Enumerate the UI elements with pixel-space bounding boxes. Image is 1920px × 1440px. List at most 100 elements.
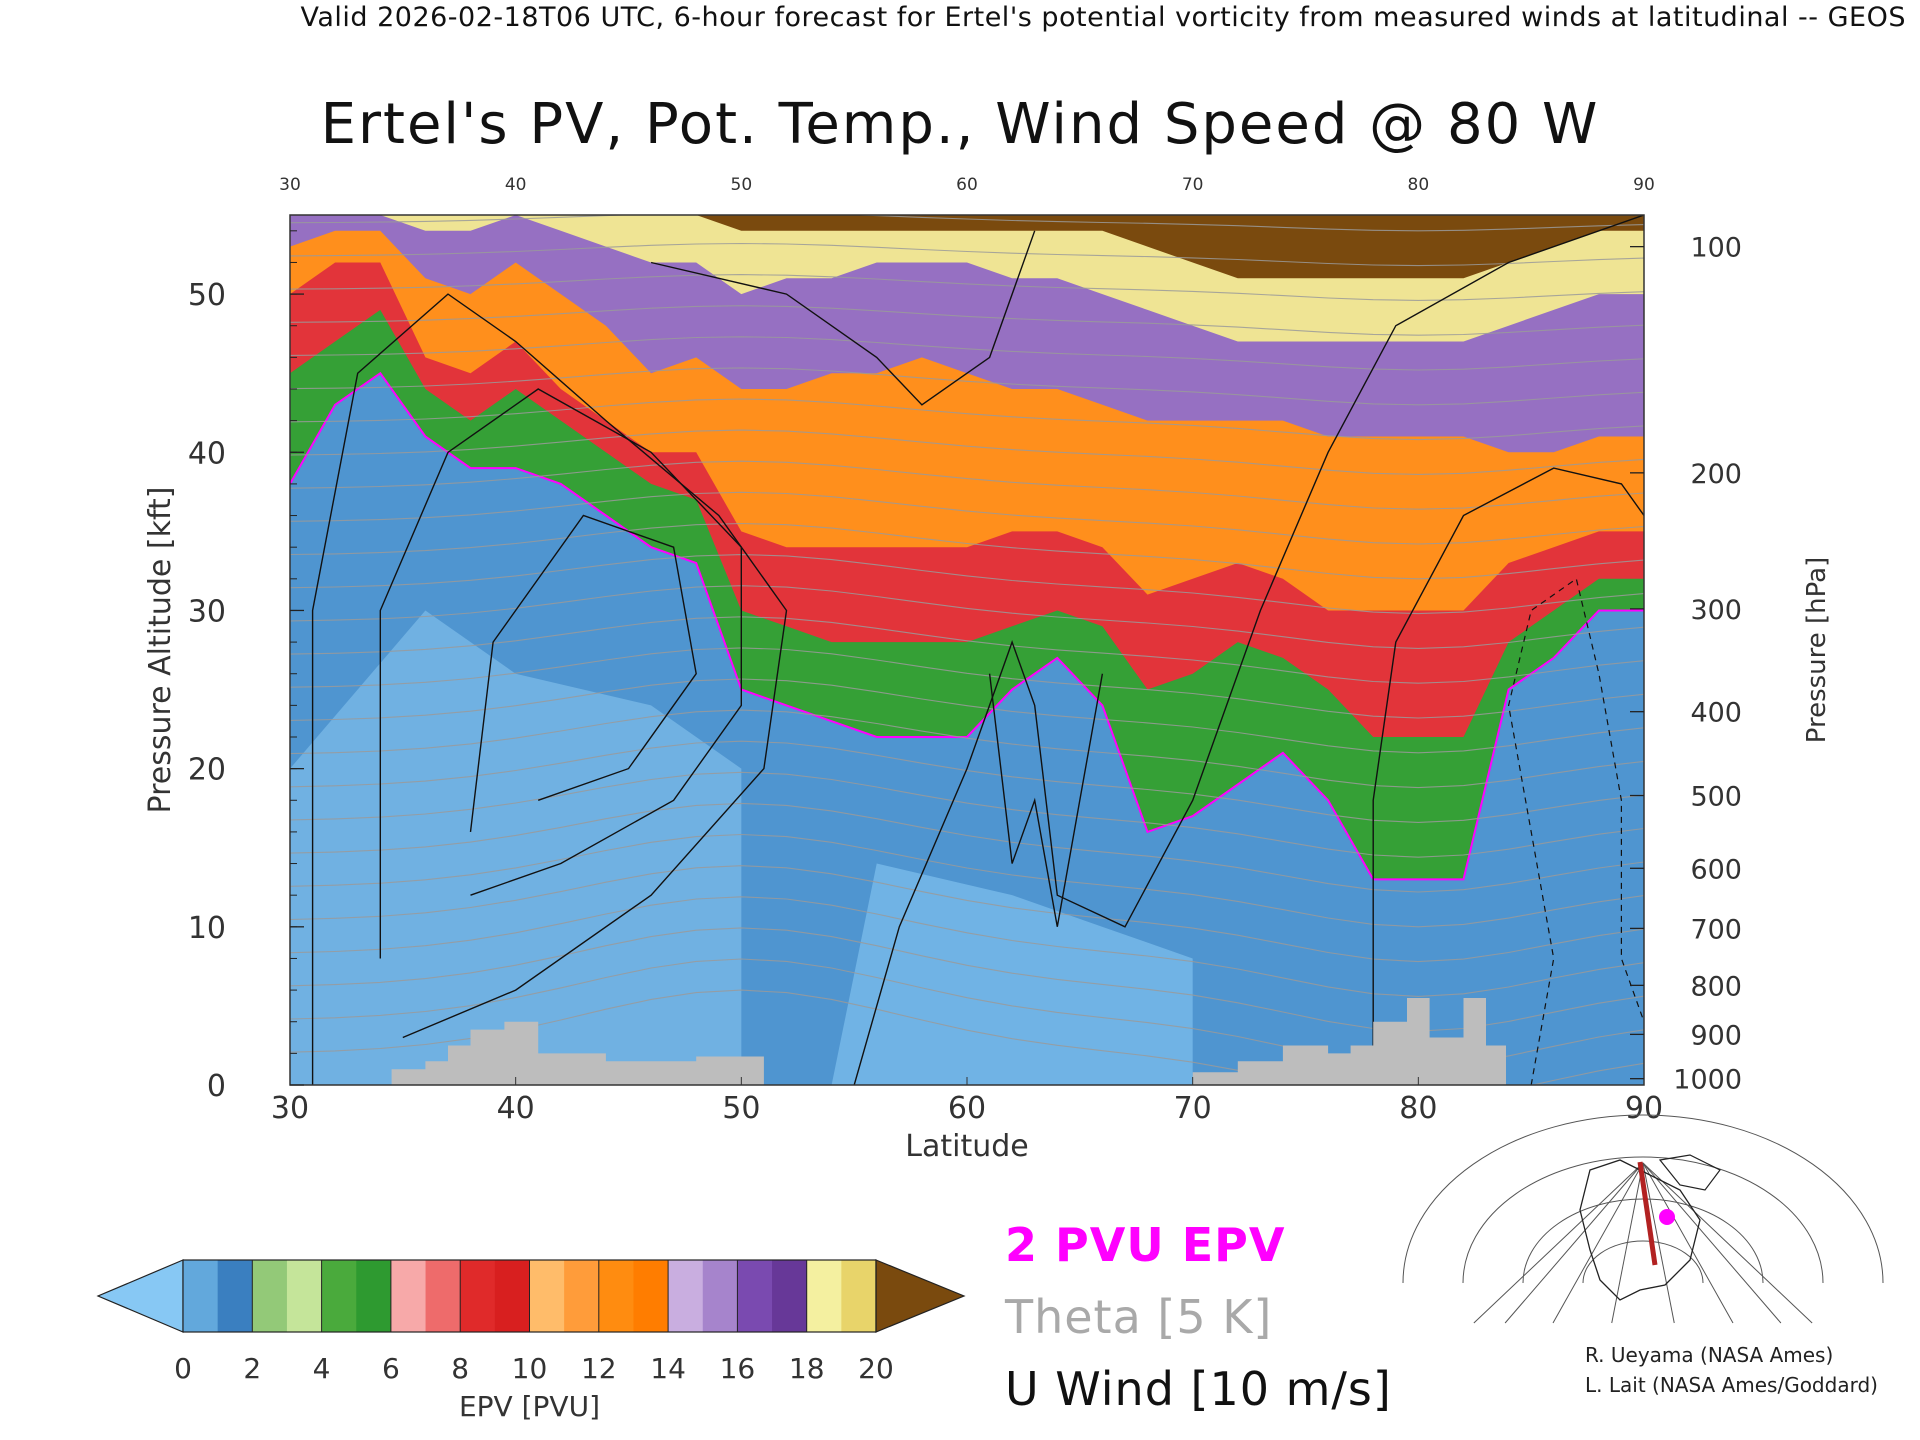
colorbar-segment <box>286 1260 323 1332</box>
epv-low-region <box>290 610 742 1085</box>
map-meridian <box>1642 1162 1813 1324</box>
colorbar-segment <box>252 1260 288 1332</box>
colorbar-segment <box>806 1260 842 1332</box>
x-tick-label: 50 <box>722 1091 760 1126</box>
map-meridian <box>1504 1162 1644 1324</box>
map-coastline <box>1579 1159 1701 1301</box>
legend-theta: Theta [5 K] <box>1005 1290 1273 1344</box>
theta-contour <box>290 678 1644 754</box>
theta-contour <box>290 647 1644 719</box>
pressure-tick-label: 700 <box>1690 914 1742 945</box>
theta-contour <box>290 398 1644 441</box>
pv2-contour <box>290 371 1644 881</box>
colorbar-tick-label: 12 <box>581 1352 617 1385</box>
colorbar-segment <box>633 1260 669 1332</box>
map-coastline <box>1658 1154 1721 1191</box>
u-wind-contour <box>853 215 1644 1085</box>
x-tick-label: 60 <box>948 1091 986 1126</box>
pressure-tick-label: 800 <box>1690 971 1742 1002</box>
terrain <box>391 998 1507 1085</box>
pressure-tick-label: 300 <box>1690 595 1742 626</box>
theta-contour <box>290 802 1644 893</box>
epv-field <box>290 215 1644 1085</box>
pressure-tick-label: 500 <box>1690 782 1742 813</box>
theta-contour <box>290 460 1644 510</box>
contour-overlays <box>290 215 1644 1085</box>
map-latitude-circle <box>1462 1156 1824 1284</box>
y-tick-label: 0 <box>207 1069 226 1104</box>
map-meridian <box>1642 1162 1782 1324</box>
pressure-tick-label: 400 <box>1690 698 1742 729</box>
colorbar-segment <box>668 1260 704 1332</box>
x-axis-label: Latitude <box>905 1129 1028 1164</box>
pressure-tick-label: 100 <box>1690 233 1742 264</box>
colorbar-segment <box>737 1260 773 1332</box>
u-wind-negative-contour <box>1507 577 1644 1085</box>
theta-contour <box>290 865 1644 963</box>
top-x-tick-label: 70 <box>1182 175 1204 195</box>
credits: R. Ueyama (NASA Ames) L. Lait (NASA Ames… <box>1585 1340 1878 1400</box>
colorbar-tick-label: 14 <box>650 1352 686 1385</box>
colorbar-segment <box>356 1260 392 1332</box>
u-wind-contour <box>650 230 1036 406</box>
theta-contour <box>290 491 1644 545</box>
chart-title: Ertel's PV, Pot. Temp., Wind Speed @ 80 … <box>320 92 1600 157</box>
u-wind-contour <box>1372 467 1644 1085</box>
colorbar-label: EPV [PVU] <box>459 1390 600 1423</box>
colorbar-tick-label: 16 <box>720 1352 756 1385</box>
theta-contour <box>290 522 1644 580</box>
theta-contour <box>290 709 1644 789</box>
x-tick-label: 90 <box>1625 1091 1663 1126</box>
header-validity-text: Valid 2026-02-18T06 UTC, 6-hour forecast… <box>300 2 1906 33</box>
x-tick-label: 70 <box>1174 1091 1212 1126</box>
theta-contour <box>290 367 1644 406</box>
theta-contour <box>290 429 1644 475</box>
u-wind-contour <box>311 293 788 1085</box>
theta-contour <box>290 896 1644 997</box>
y-tick-label: 50 <box>188 278 226 313</box>
top-x-tick-label: 50 <box>731 175 753 195</box>
colorbar-tick-label: 2 <box>243 1352 261 1385</box>
colorbar-tick-label: 0 <box>174 1352 192 1385</box>
pressure-tick-label: 600 <box>1690 854 1742 885</box>
credit-line: R. Ueyama (NASA Ames) <box>1585 1343 1834 1367</box>
colorbar-tick-label: 6 <box>382 1352 400 1385</box>
pressure-tick-label: 200 <box>1690 459 1742 490</box>
u-wind-contour <box>469 514 697 832</box>
x-tick-label: 30 <box>271 1091 309 1126</box>
colorbar-segment <box>494 1260 530 1332</box>
y-axis-label-left: Pressure Altitude [kft] <box>143 487 178 814</box>
colorbar-segment <box>598 1260 634 1332</box>
colorbar-over-arrow <box>875 1259 966 1333</box>
y-tick-label: 20 <box>188 753 226 788</box>
pressure-tick-label: 1000 <box>1673 1065 1742 1096</box>
colorbar-tick-label: 10 <box>512 1352 548 1385</box>
u-wind-contour <box>379 388 742 959</box>
location-map <box>1402 1114 1884 1324</box>
theta-contour <box>290 554 1644 615</box>
colorbar-segment <box>425 1260 461 1332</box>
colorbar-segment <box>217 1260 253 1332</box>
map-meridian <box>1642 1162 1734 1324</box>
colorbar-segment <box>529 1260 565 1332</box>
map-meridian <box>1552 1162 1644 1324</box>
colorbar-segment <box>183 1260 219 1332</box>
theta-contour <box>290 305 1644 336</box>
top-x-tick-label: 60 <box>956 175 978 195</box>
colorbar-segment <box>702 1260 738 1332</box>
theta-contour <box>290 833 1644 928</box>
colorbar-segment <box>390 1260 427 1332</box>
theta-contour <box>290 242 1644 267</box>
theta-contour <box>290 740 1644 823</box>
theta-contour <box>290 616 1644 684</box>
top-x-tick-label: 80 <box>1408 175 1430 195</box>
colorbar-tick-label: 4 <box>313 1352 331 1385</box>
colorbar-segment <box>321 1260 357 1332</box>
map-meridian <box>1642 1162 1675 1324</box>
y-tick-label: 30 <box>188 594 226 629</box>
cross-section-line <box>1637 1161 1658 1266</box>
top-x-tick-label: 90 <box>1633 175 1655 195</box>
top-x-tick-label: 30 <box>279 175 301 195</box>
legend-u-wind: U Wind [10 m/s] <box>1005 1362 1392 1416</box>
